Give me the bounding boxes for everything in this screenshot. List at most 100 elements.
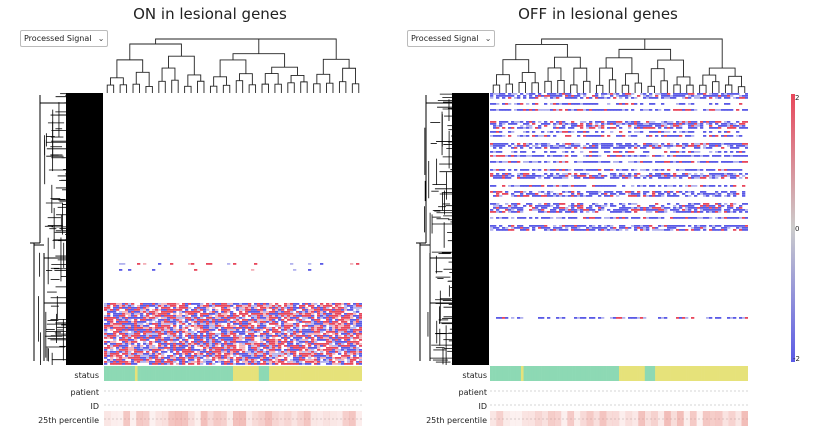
heatmap-cell [574,95,578,97]
heatmap-cell [697,211,701,213]
heatmap-cell [182,359,186,361]
heatmap-cell [691,211,695,213]
heatmap-cell [682,143,686,145]
heatmap-cell [598,135,602,137]
heatmap-cell [134,319,138,321]
heatmap-cell [688,169,692,171]
heatmap-cell [511,143,515,145]
heatmap-cell [553,227,557,229]
heatmap-cell [511,217,515,219]
heatmap-cell [709,211,713,213]
heatmap-cell [559,225,563,227]
heatmap-cell [215,353,219,355]
heatmap-cell [598,143,602,145]
heatmap-cell [305,335,309,337]
heatmap-cell [251,315,255,317]
heatmap-cell [628,131,632,133]
heatmap-cell [266,359,270,361]
heatmap-cell [703,195,707,197]
heatmap-cell [523,205,527,207]
heatmap-cell [335,325,339,327]
heatmap-cell [607,195,611,197]
column-dendrogram [492,38,746,93]
heatmap-cell [721,93,725,95]
heatmap-cell [332,347,336,349]
heatmap-cell [517,185,521,187]
heatmap-grid[interactable] [490,93,748,365]
heatmap-cell [529,147,533,149]
heatmap-cell [580,125,584,127]
heatmap-cell [610,225,614,227]
status-cell [225,366,229,381]
heatmap-cell [275,339,279,341]
heatmap-cell [604,109,608,111]
heatmap-cell [206,363,210,365]
percentile-cell [490,411,497,426]
heatmap-cell [676,127,680,129]
heatmap-cell [248,335,252,337]
heatmap-cell [356,329,360,331]
heatmap-cell [562,203,566,205]
heatmap-cell [745,145,748,147]
heatmap-cell [511,205,515,207]
heatmap-cell [152,351,156,353]
heatmap-cell [113,337,117,339]
heatmap-grid[interactable] [104,93,362,365]
heatmap-cell [206,361,210,363]
dendrogram-branch [326,82,334,93]
heatmap-cell [511,185,515,187]
heatmap-cell [565,123,569,125]
heatmap-cell [562,207,566,209]
heatmap-cell [502,173,506,175]
heatmap-cell [230,331,234,333]
heatmap-cell [646,191,650,193]
heatmap-cell [290,317,294,319]
heatmap-cell [526,195,530,197]
heatmap-cell [673,195,677,197]
heatmap-cell [314,339,318,341]
heatmap-cell [344,321,348,323]
heatmap-cell [664,125,668,127]
heatmap-cell [523,175,527,177]
heatmap-cell [176,353,180,355]
status-cell [263,366,267,381]
heatmap-cell [233,337,237,339]
heatmap-cell [667,147,671,149]
heatmap-cell [200,339,204,341]
signal-dropdown[interactable]: Processed Signal ⌄ [20,30,109,47]
heatmap-cell [727,317,731,319]
heatmap-cell [113,325,117,327]
heatmap-cell [266,353,270,355]
heatmap-cell [676,103,680,105]
signal-dropdown[interactable]: Processed Signal ⌄ [407,30,496,47]
heatmap-cell [173,335,177,337]
heatmap-cell [266,311,270,313]
heatmap-cell [239,341,243,343]
heatmap-cell [335,347,339,349]
heatmap-cell [619,209,623,211]
heatmap-cell [170,319,174,321]
heatmap-cell [140,347,144,349]
heatmap-cell [326,315,330,317]
heatmap-cell [562,229,566,231]
heatmap-cell [227,363,231,365]
heatmap-cell [125,313,129,315]
percentile-cell [560,411,568,426]
dendrogram-branch [492,84,501,93]
status-cell [531,366,535,381]
heatmap-cell [631,121,635,123]
heatmap-cell [170,347,174,349]
heatmap-cell [158,347,162,349]
heatmap-cell [302,305,306,307]
heatmap-cell [191,325,195,327]
heatmap-cell [553,211,557,213]
heatmap-cell [290,309,294,311]
heatmap-cell [505,229,509,231]
heatmap-cell [314,363,318,365]
heatmap-cell [299,355,303,357]
heatmap-cell [613,185,617,187]
heatmap-cell [691,109,695,111]
heatmap-cell [359,345,362,347]
percentile-cell [245,411,253,426]
heatmap-cell [619,103,623,105]
